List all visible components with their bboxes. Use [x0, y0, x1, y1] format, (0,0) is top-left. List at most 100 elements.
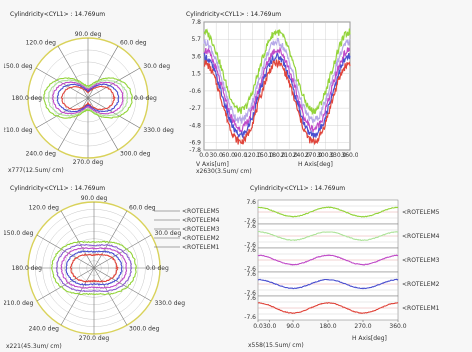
x-tick-label: 180.0 [268, 152, 285, 159]
strip-y-tick: 7.6 [246, 247, 256, 254]
x-axis-label: H Axis[deg] [298, 161, 333, 168]
x-tick-label: 60.0 [222, 152, 236, 159]
x-tick-label: 360.0 [389, 323, 406, 330]
angle-label: 330.0 deg [143, 127, 174, 134]
y-tick-label: -7.8 [189, 147, 201, 154]
legend-entry: <ROTELEM2 [402, 281, 440, 288]
angle-label: 30.0 deg [155, 230, 182, 237]
polar-spoke [87, 67, 141, 99]
polar-series-blue [65, 250, 123, 287]
x-tick-label: 270.0 [354, 323, 371, 330]
x-tick-label: 240.0 [293, 152, 310, 159]
strip-series-green [257, 206, 399, 218]
strip-y-tick: 7.6 [246, 199, 256, 206]
strip-y-tick: -7.6 [244, 266, 256, 273]
polar-chart-bottom-left: Cylindricity<CYL1> : 14.769um 0.0 deg 30.… [4, 185, 220, 350]
x-tick-label: 180.0 [319, 323, 336, 330]
strip-y-tick: -7.6 [244, 290, 256, 297]
angle-label: 210.0 deg [4, 300, 34, 307]
strip-y-tick: -7.6 [244, 218, 256, 225]
polar-spoke [35, 67, 89, 99]
polar-series-violet [55, 243, 133, 293]
strip-series-magenta [257, 254, 399, 266]
legend-entry: <ROTELEM5 [402, 209, 440, 216]
polar-series-green [42, 77, 134, 119]
polar-spoke [57, 97, 89, 151]
angle-label: 210.0 deg [4, 127, 33, 134]
legend-entry: <ROTELEM4 [182, 217, 220, 224]
y-tick-label: 1.5 [191, 71, 201, 78]
polar-series-magenta [60, 247, 128, 289]
polar-series-red [69, 253, 119, 283]
angle-label: 270.0 deg [73, 159, 104, 166]
stacked-chart-bottom-right: Cylindricity<CYL1> : 14.769um 7.6-7.6<RO… [244, 185, 440, 349]
polar-series-lightgreen [47, 79, 129, 117]
angle-label: 330.0 deg [155, 300, 186, 307]
strip-series-red [257, 302, 399, 315]
series-line-blue [203, 52, 351, 140]
polar-spoke [93, 210, 128, 269]
strip-y-tick: -7.6 [244, 242, 256, 249]
angle-label: 240.0 deg [29, 326, 60, 333]
polar-chart-top-left: Cylindricity<CYL1> : 14.769um 0.0 deg 30.… [4, 11, 174, 174]
angle-label: 150.0 deg [4, 230, 34, 237]
x-tick-label: 120.0 [244, 152, 261, 159]
y-tick-label: 5.7 [191, 36, 201, 43]
y-tick-label: -0.6 [189, 88, 201, 95]
y-tick-label: 7.8 [191, 19, 201, 26]
x-tick-label: 300.0 [317, 152, 334, 159]
x-tick-label: 270.0 [305, 152, 322, 159]
angle-label: 90.0 deg [75, 31, 102, 38]
y-tick-label: 3.6 [191, 53, 201, 60]
angle-label: 30.0 deg [143, 63, 170, 70]
angle-label: 180.0 deg [12, 265, 43, 272]
chart-title: Cylindricity<CYL1> : 14.769um [10, 11, 105, 18]
angle-label: 300.0 deg [120, 150, 151, 157]
angle-label: 60.0 deg [129, 204, 156, 211]
strip-y-tick: -7.6 [244, 314, 256, 321]
series-line-lavender [203, 38, 351, 124]
angle-label: 270.0 deg [79, 335, 110, 342]
x-tick-label: 360.0 [341, 152, 358, 159]
polar-spoke [93, 267, 128, 326]
chart-title: Cylindricity<CYL1> : 14.769um [10, 185, 105, 192]
strip-series-blue [257, 278, 399, 290]
polar-spoke [35, 97, 89, 129]
polar-spoke [36, 267, 95, 302]
chart-title: Cylindricity<CYL1> : 14.769um [186, 11, 281, 18]
polar-spoke [60, 210, 95, 269]
y-axis-label: V Axis[um] [196, 161, 229, 168]
angle-label: 120.0 deg [26, 40, 57, 47]
polar-series-magenta [52, 81, 124, 115]
line-chart-top-right: Cylindricity<CYL1> : 14.769um 0.0 30.060.… [186, 11, 358, 175]
legend-entry: <ROTELEM1 [402, 305, 440, 312]
scale-label: x221(45.3um/ cm) [6, 343, 62, 350]
angle-label: 60.0 deg [120, 40, 147, 47]
angle-label: 180.0 deg [12, 95, 43, 102]
x-tick-label: 0.0 [253, 323, 263, 330]
polar-series-red [60, 85, 116, 111]
x-tick-label: 330.0 [329, 152, 346, 159]
angle-label: 0.0 deg [146, 265, 169, 272]
angle-label: 90.0 deg [81, 195, 108, 202]
x-axis-label: H Axis[deg] [352, 335, 387, 342]
legend-entry: <ROTELEM1 [182, 244, 220, 251]
x-tick-label: 30.0 [209, 152, 223, 159]
legend-entry: <ROTELEM5 [182, 208, 220, 215]
legend-entry: <ROTELEM3 [402, 257, 440, 264]
strip-y-tick: 7.6 [246, 271, 256, 278]
polar-spoke [93, 267, 152, 302]
scale-label: x558(15.5um/ cm) [248, 342, 304, 349]
x-tick-label: 30.0 [263, 323, 277, 330]
polar-spoke [87, 97, 141, 129]
strip-y-tick: 7.6 [246, 295, 256, 302]
angle-label: 150.0 deg [4, 63, 33, 70]
x-tick-label: 90.0 [286, 323, 300, 330]
polar-series-green [50, 240, 138, 296]
x-tick-label: 210.0 [281, 152, 298, 159]
y-tick-label: -6.9 [189, 140, 201, 147]
polar-spoke [60, 267, 95, 326]
angle-label: 0.0 deg [134, 95, 157, 102]
strip-y-tick: 7.6 [246, 223, 256, 230]
